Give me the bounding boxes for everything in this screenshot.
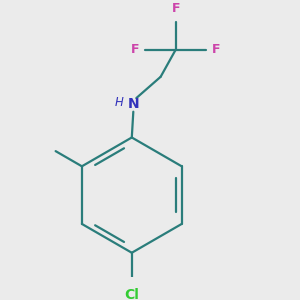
Text: F: F [212, 43, 221, 56]
Text: N: N [128, 97, 139, 111]
Text: Cl: Cl [124, 288, 139, 300]
Text: H: H [115, 96, 124, 109]
Text: F: F [131, 43, 140, 56]
Text: F: F [172, 2, 180, 15]
